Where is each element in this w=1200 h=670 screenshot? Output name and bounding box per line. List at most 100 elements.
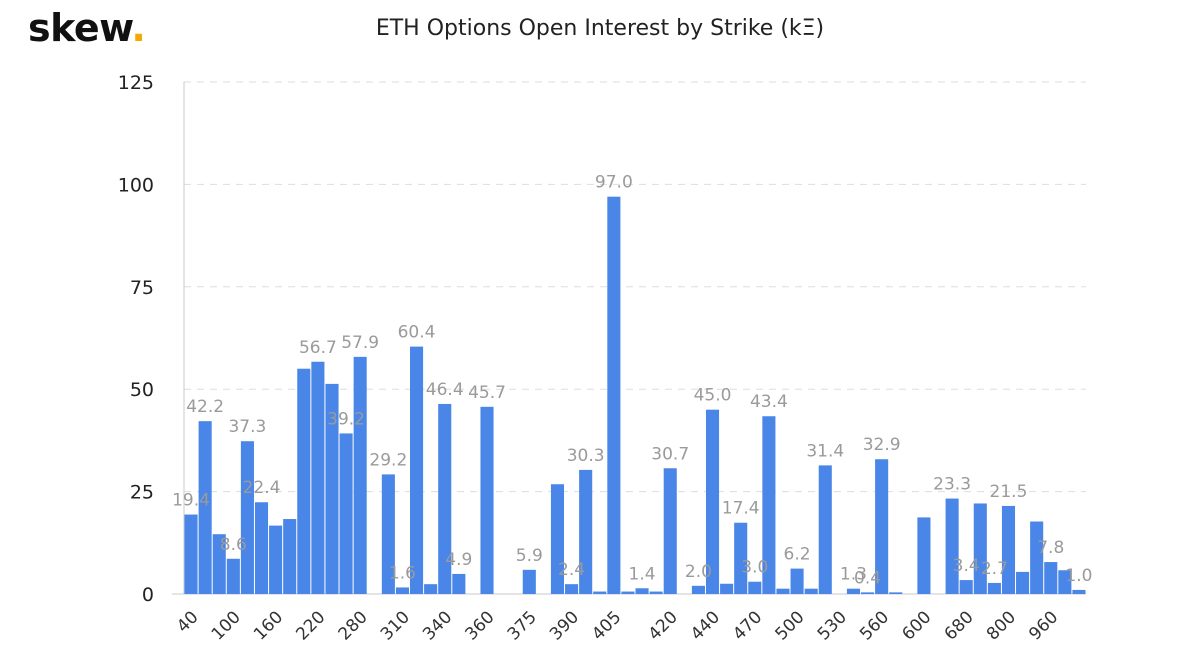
bar <box>790 568 804 594</box>
bar <box>283 519 297 594</box>
bar <box>480 406 494 594</box>
x-tick-label: 340 <box>419 607 456 644</box>
data-label: 30.3 <box>567 446 605 466</box>
bar <box>691 585 705 594</box>
bar <box>438 403 452 594</box>
bar <box>212 534 226 594</box>
x-tick-label: 405 <box>588 607 625 644</box>
data-label: 4.9 <box>445 550 472 570</box>
bar <box>621 591 635 594</box>
data-label: 30.7 <box>651 444 689 464</box>
data-label: 39.2 <box>327 409 365 429</box>
data-label: 2.0 <box>685 562 712 582</box>
bar <box>663 468 677 594</box>
x-tick-label: 560 <box>856 607 893 644</box>
bar <box>635 588 649 594</box>
data-label: 1.3 <box>840 565 867 585</box>
y-tick-label: 50 <box>130 379 154 401</box>
data-label: 22.4 <box>243 478 281 498</box>
data-label: 6.2 <box>784 545 811 565</box>
bar <box>748 581 762 594</box>
x-tick-label: 390 <box>546 607 583 644</box>
bar <box>593 591 607 594</box>
data-label: 46.4 <box>426 380 464 400</box>
bar <box>804 588 818 594</box>
chart-title: ETH Options Open Interest by Strike (kΞ) <box>375 16 825 41</box>
x-tick-label: 220 <box>292 607 329 644</box>
x-tick-labels: 40 100 160 220 280 310 340 360 375 390 405 420 440 47… <box>173 607 1062 644</box>
data-label: 45.0 <box>694 386 732 406</box>
bar <box>522 569 536 594</box>
x-tick-label: 100 <box>208 607 245 644</box>
y-tick-label: 75 <box>130 277 154 299</box>
x-tick-label: 310 <box>377 607 414 644</box>
x-tick-label: 280 <box>335 607 372 644</box>
data-label: 42.2 <box>186 397 224 417</box>
y-tick-label: 0 <box>142 584 154 606</box>
bar <box>254 502 269 594</box>
y-tick-label: 25 <box>130 482 154 504</box>
x-tick-label: 530 <box>814 607 851 644</box>
data-label: 29.2 <box>369 450 407 470</box>
data-label: 2.4 <box>558 560 585 580</box>
data-label: 17.4 <box>722 499 760 519</box>
y-tick-label: 125 <box>118 72 154 94</box>
data-label: 3.4 <box>953 556 980 576</box>
bar <box>889 592 903 594</box>
bar <box>649 591 663 594</box>
data-label: 43.4 <box>750 392 788 412</box>
data-label: 1.0 <box>1065 566 1092 586</box>
bar <box>325 383 339 594</box>
bar <box>734 522 748 594</box>
x-tick-label: 375 <box>504 607 541 644</box>
bar <box>973 503 987 594</box>
data-label: 21.5 <box>990 482 1028 502</box>
bar <box>240 441 254 594</box>
x-tick-label: 470 <box>729 607 766 644</box>
bar <box>776 588 790 594</box>
x-tick-label: 800 <box>983 607 1020 644</box>
bar <box>381 474 395 594</box>
data-label: 45.7 <box>468 383 506 403</box>
bar <box>917 517 931 594</box>
x-tick-label: 960 <box>1025 607 1062 644</box>
data-label: 19.4 <box>172 491 210 511</box>
data-label: 56.7 <box>299 338 337 358</box>
bar <box>424 584 438 594</box>
bar <box>861 592 875 594</box>
x-tick-label: 360 <box>461 607 498 644</box>
bar <box>945 498 959 594</box>
bar <box>1072 589 1086 594</box>
bar <box>762 416 776 594</box>
data-label: 31.4 <box>806 441 844 461</box>
bar <box>1030 521 1044 594</box>
data-labels: 19.4 42.2 8.6 37.3 22.4 56.7 39.2 57.9 29.2 1.6 60… <box>172 173 1092 589</box>
bar <box>987 582 1001 594</box>
data-label: 57.9 <box>341 333 379 353</box>
data-label: 37.3 <box>228 417 266 437</box>
data-label: 8.6 <box>220 535 247 555</box>
x-tick-label: 500 <box>772 607 809 644</box>
bar <box>846 588 860 594</box>
bar <box>1058 570 1072 594</box>
bar <box>339 433 353 594</box>
data-label: 0.4 <box>854 568 881 588</box>
x-tick-label: 600 <box>898 607 935 644</box>
bar <box>550 484 565 594</box>
x-tick-label: 160 <box>250 607 287 644</box>
data-label: 1.6 <box>389 563 416 583</box>
data-label: 1.4 <box>629 564 656 584</box>
data-label: 5.9 <box>516 546 543 566</box>
bar <box>184 514 198 594</box>
y-tick-label: 100 <box>118 174 154 196</box>
bar <box>395 587 409 594</box>
y-tick-labels: 0 25 50 75 100 125 <box>118 72 154 606</box>
bar <box>1044 562 1058 594</box>
logo-dot: . <box>131 6 146 50</box>
bar <box>297 368 311 594</box>
bar <box>269 525 283 594</box>
bar <box>565 584 579 594</box>
bar <box>1001 505 1016 594</box>
x-tick-label: 40 <box>173 607 202 636</box>
logo-text: skew <box>28 6 132 50</box>
